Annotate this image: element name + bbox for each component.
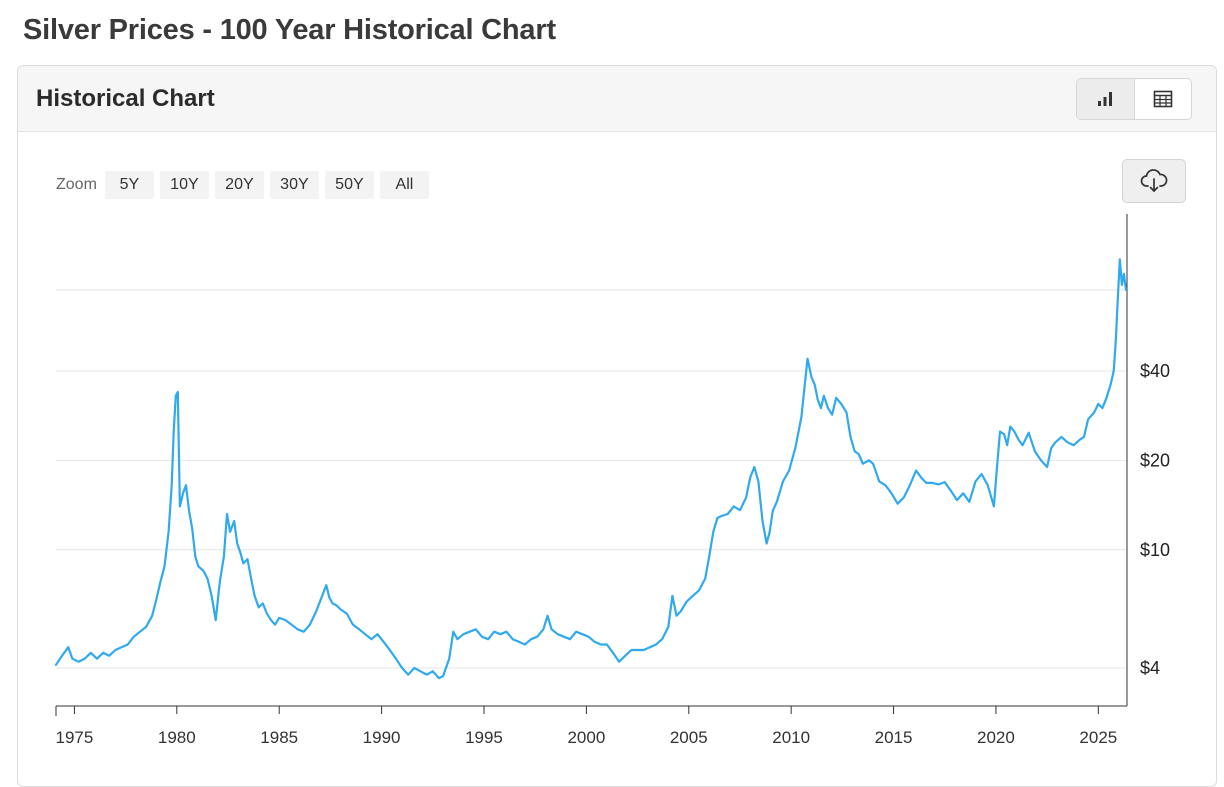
price-chart: $4 $10 $20 $40 1975 1980 1985 1990 1995 2000 2005 2… xyxy=(54,214,1170,747)
zoom-50y-button[interactable]: 50Y xyxy=(324,171,374,199)
x-tick-label: 2020 xyxy=(977,728,1015,747)
x-tick-label: 1985 xyxy=(260,728,298,747)
x-tick-label: 2010 xyxy=(772,728,810,747)
card-header: Historical Chart xyxy=(18,66,1216,132)
y-tick-label: $20 xyxy=(1140,450,1170,470)
view-toggle xyxy=(1076,78,1192,120)
y-tick-label: $4 xyxy=(1140,658,1160,678)
zoom-30y-button[interactable]: 30Y xyxy=(269,171,319,199)
cloud-download-icon xyxy=(1140,169,1168,192)
x-tick-label: 1980 xyxy=(158,728,196,747)
chart-card: Historical Chart xyxy=(17,65,1217,787)
zoom-10y-button[interactable]: 10Y xyxy=(159,171,209,199)
zoom-all-button[interactable]: All xyxy=(379,171,429,199)
x-tick-label: 1995 xyxy=(465,728,503,747)
x-tick-label: 2015 xyxy=(875,728,913,747)
x-tick-label: 1990 xyxy=(363,728,401,747)
x-tick-label: 2005 xyxy=(670,728,708,747)
x-tick-label: 2025 xyxy=(1079,728,1117,747)
table-icon xyxy=(1153,90,1173,108)
zoom-controls: Zoom 5Y 10Y 20Y 30Y 50Y All xyxy=(56,171,435,199)
y-tick-label: $40 xyxy=(1140,361,1170,381)
card-title: Historical Chart xyxy=(36,85,215,112)
chart-view-button[interactable] xyxy=(1077,79,1135,119)
y-tick-label: $10 xyxy=(1140,540,1170,560)
bar-chart-icon xyxy=(1098,92,1113,106)
zoom-5y-button[interactable]: 5Y xyxy=(104,171,154,199)
page-title: Silver Prices - 100 Year Historical Char… xyxy=(23,14,556,46)
x-tick-label: 2000 xyxy=(567,728,605,747)
table-view-button[interactable] xyxy=(1135,79,1192,119)
zoom-label: Zoom xyxy=(56,176,97,193)
download-button[interactable] xyxy=(1122,159,1186,203)
zoom-20y-button[interactable]: 20Y xyxy=(214,171,264,199)
x-tick-label: 1975 xyxy=(56,728,94,747)
price-series-line xyxy=(54,258,1128,680)
